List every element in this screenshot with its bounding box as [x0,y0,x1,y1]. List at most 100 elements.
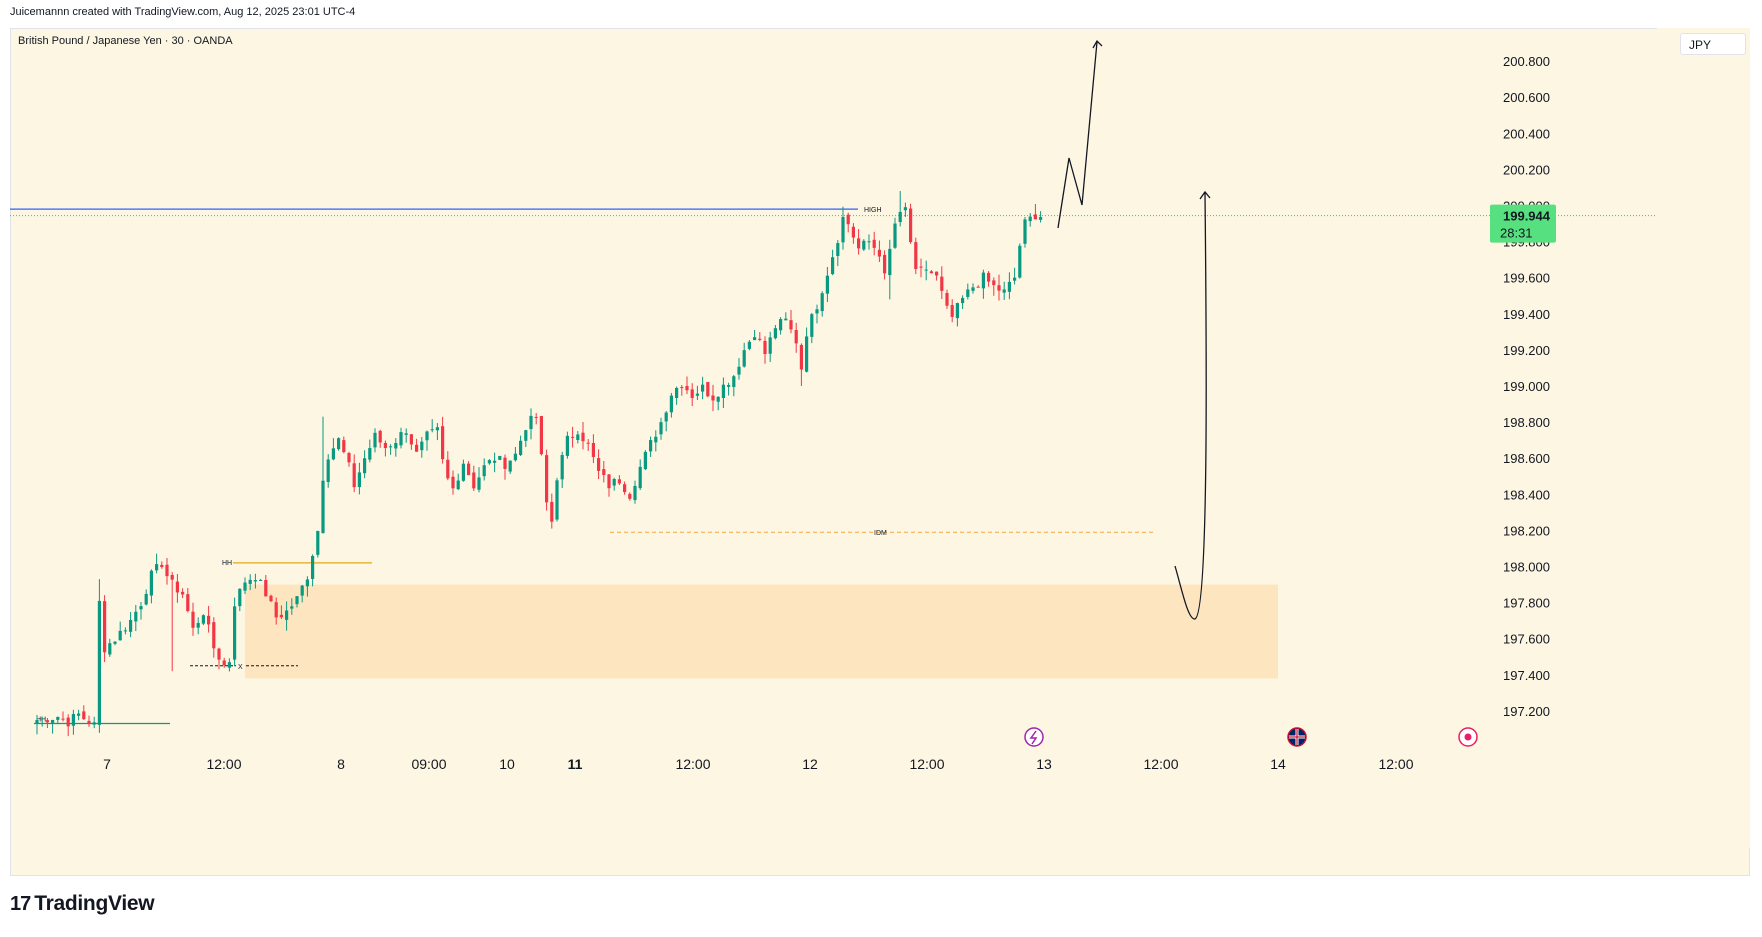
candle-body [233,606,237,660]
candle-body [186,594,190,612]
hh-left-label: HH [36,717,46,724]
candle-body [404,433,408,435]
candle-body [87,720,91,725]
candle-body [368,448,372,460]
price-tick-label: 199.000 [1503,379,1550,394]
candle-body [285,610,289,620]
candle-body [415,444,419,452]
candle-body [675,387,679,398]
candle-body [929,271,933,274]
candle-body [576,434,580,440]
candle-body [456,480,460,490]
time-tick-label: 12 [802,756,818,772]
target-event-dot [1464,733,1472,741]
candle-body [992,280,996,286]
candle-body [477,477,481,490]
candle-body [191,611,195,628]
chart-canvas[interactable]: HIGH IDM HH HH X 200.800 200.600 200.400 200.20… [0,0,1762,880]
candle-body [597,458,601,471]
candle-body [331,448,335,460]
candle-body [903,207,907,211]
tradingview-logo[interactable]: 17 TradingView [10,892,155,916]
candle-body [737,366,741,375]
candle-body [92,722,96,725]
candle-body [862,240,866,250]
candle-body [311,555,315,579]
price-tick-label: 198.800 [1503,415,1550,430]
candle-body [56,716,60,720]
candle-body [612,478,616,486]
candle-body [711,395,715,401]
candle-body [467,463,471,476]
candle-body [290,606,294,609]
candle-body [420,441,424,451]
time-tick-label: 10 [499,756,515,772]
candle-body [872,239,876,248]
price-tick-label: 200.400 [1503,126,1550,141]
candle-body [550,501,554,522]
hh-mid-label: HH [222,560,232,567]
candle-body [701,384,705,392]
candle-body [565,435,569,456]
candle-body [149,570,153,596]
time-tick-label: 7 [103,756,111,772]
candle-body [222,660,226,666]
candle-body [201,615,205,624]
candle-body [966,289,970,297]
publication-caption: Juicemannn created with TradingView.com,… [10,6,356,18]
candle-body [799,344,803,370]
candle-body [461,463,465,481]
candle-body [97,600,101,725]
candle-body [373,432,377,448]
last-price-badge [1490,204,1556,243]
candle-body [784,318,788,321]
price-tick-label: 197.600 [1503,632,1550,647]
candle-body [721,384,725,399]
bullish-arrowhead [1092,39,1103,49]
candle-body [961,297,965,304]
price-tick-label: 199.400 [1503,307,1550,322]
candle-body [441,426,445,460]
candle-body [893,223,897,248]
price-tick-label: 199.200 [1503,343,1550,358]
price-axis: 200.800200.600200.400200.200200.000199.8… [1490,54,1556,719]
lightning-event-icon [1024,727,1044,747]
candle-body [1007,281,1011,292]
candle-body [649,440,653,452]
candle-body [35,720,39,724]
candle-body [773,328,777,339]
lightning-glyph [1029,730,1038,745]
candle-body [680,387,684,389]
candle-body [581,432,585,442]
candle-body [347,453,351,463]
candle-body [342,440,346,453]
price-tick-label: 198.600 [1503,451,1550,466]
candle-body [217,648,221,660]
price-tick-label: 197.400 [1503,668,1550,683]
candle-body [924,269,928,271]
candle-body [1002,289,1006,293]
candle-body [545,455,549,503]
candle-body [430,429,434,431]
candle-body [134,611,138,622]
symbol-legend[interactable]: British Pound / Japanese Yen · 30 · OAND… [18,35,233,47]
demand-zone [245,584,1278,679]
candle-body [909,208,913,243]
candle-body [976,286,980,288]
candle-body [108,643,112,655]
candle-body [987,272,991,282]
candle-body [123,630,127,632]
candle-body [61,718,65,720]
candle-body [40,718,44,720]
candle-body [633,485,637,501]
time-tick-label: 12:00 [206,756,241,772]
price-tick-label: 198.000 [1503,560,1550,575]
candle-body [519,440,523,455]
candle-body [227,662,231,668]
time-tick-label: 11 [568,756,583,772]
projection-drawings [1057,39,1211,620]
price-scale[interactable] [1657,28,1750,848]
candle-body [144,593,148,605]
candle-body [950,305,954,317]
currency-button[interactable]: JPY [1680,33,1746,55]
